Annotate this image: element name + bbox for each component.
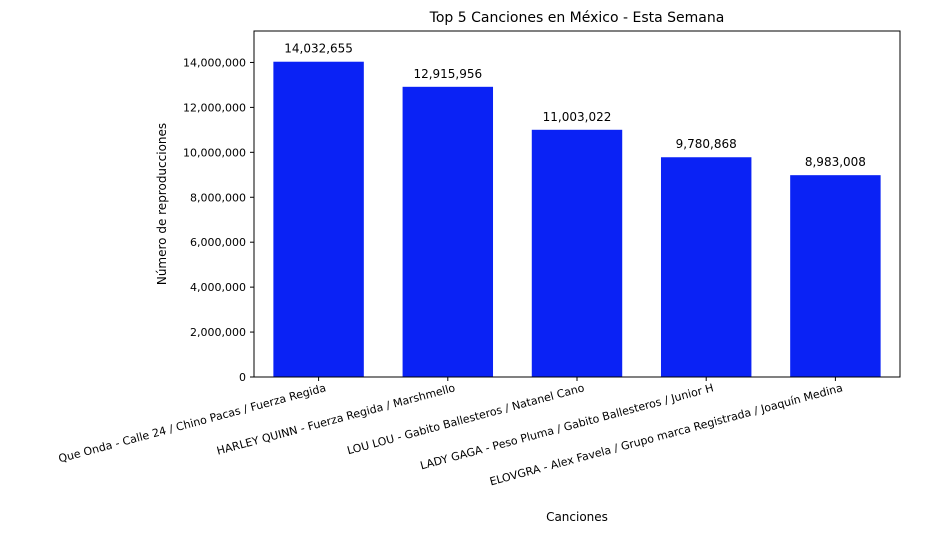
y-tick-label: 8,000,000 xyxy=(190,191,246,204)
bar xyxy=(273,61,364,378)
bar xyxy=(402,86,494,378)
x-axis-label: Canciones xyxy=(546,510,608,524)
bar xyxy=(531,129,623,377)
y-tick-label: 10,000,000 xyxy=(183,146,246,159)
y-axis: 0 2,000,000 4,000,000 6,000,000 8,000,000 10,… xyxy=(183,56,254,384)
bar-value-label: 12,915,956 xyxy=(413,67,482,81)
y-tick-label: 12,000,000 xyxy=(183,101,246,114)
x-tick-label: HARLEY QUINN - Fuerza Regida / Marshmell… xyxy=(215,381,456,457)
x-tick-label: Que Onda - Calle 24 / Chino Pacas / Fuer… xyxy=(57,381,327,465)
y-tick-label: 4,000,000 xyxy=(190,281,246,294)
bar-value-label: 8,983,008 xyxy=(805,155,866,169)
y-tick-label: 2,000,000 xyxy=(190,326,246,339)
bar-value-label: 14,032,655 xyxy=(284,42,353,56)
bar xyxy=(790,175,881,377)
bar xyxy=(660,157,752,377)
y-axis-label: Número de reproducciones xyxy=(155,123,169,285)
chart-title: Top 5 Canciones en México - Esta Semana xyxy=(429,10,725,26)
y-tick-label: 0 xyxy=(239,371,246,384)
bar-value-label: 9,780,868 xyxy=(676,137,737,151)
bars-group: 14,032,655 12,915,956 11,003,022 9,780,868 8… xyxy=(273,42,881,378)
x-tick-label: LOU LOU - Gabito Ballesteros / Natanel C… xyxy=(346,381,586,457)
plot-frame xyxy=(253,30,901,378)
x-axis: Que Onda - Calle 24 / Chino Pacas / Fuer… xyxy=(57,377,844,488)
y-tick-label: 6,000,000 xyxy=(190,236,246,249)
y-tick-label: 14,000,000 xyxy=(183,56,246,69)
bar-value-label: 11,003,022 xyxy=(543,110,612,124)
